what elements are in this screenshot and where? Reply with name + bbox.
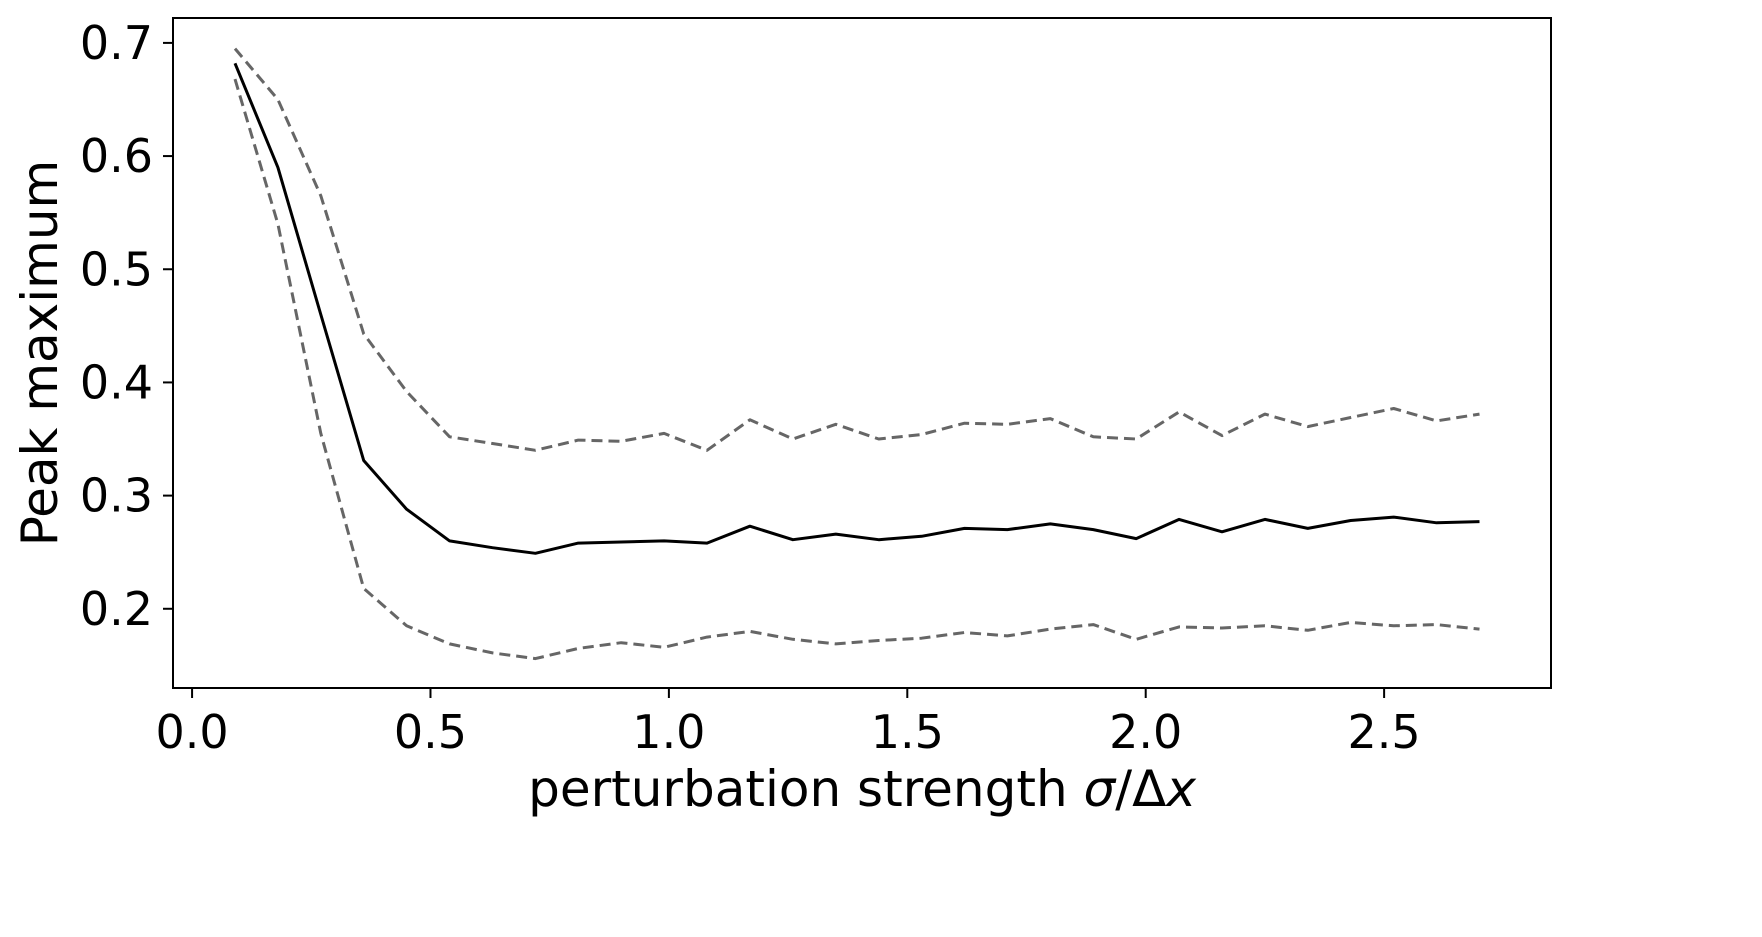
x-axis-label-sigma: σ — [1084, 760, 1117, 818]
x-axis-label-slash: / — [1115, 760, 1132, 818]
x-tick-label: 0.0 — [155, 705, 228, 759]
series-line-lower — [233, 78, 1480, 661]
y-tick-label: 0.5 — [80, 242, 153, 296]
x-axis: 0.0 0.5 1.0 1.5 2.0 2.5 — [155, 688, 1421, 759]
series-lines — [233, 47, 1480, 661]
y-tick-label: 0.4 — [80, 355, 153, 409]
y-tick-label: 0.2 — [80, 582, 153, 636]
x-tick-label: 1.5 — [871, 705, 944, 759]
y-tick-label: 0.3 — [80, 469, 153, 523]
series-line-mean — [233, 62, 1480, 555]
x-tick-label: 1.0 — [632, 705, 705, 759]
x-axis-label: perturbation strength σ/Δx — [528, 760, 1196, 818]
series-line-upper — [233, 47, 1480, 452]
y-tick-label: 0.7 — [80, 16, 153, 70]
x-axis-label-x: x — [1164, 760, 1196, 818]
x-axis-label-text: perturbation strength — [528, 760, 1083, 818]
x-tick-label: 2.5 — [1348, 705, 1421, 759]
y-axis: 0.2 0.3 0.4 0.5 0.6 0.7 — [80, 16, 173, 636]
x-tick-label: 2.0 — [1109, 705, 1182, 759]
x-tick-label: 0.5 — [394, 705, 467, 759]
plot-frame — [172, 17, 1552, 689]
x-axis-label-delta: Δ — [1132, 760, 1166, 818]
y-axis-label: Peak maximum — [11, 160, 69, 547]
y-tick-label: 0.6 — [80, 129, 153, 183]
